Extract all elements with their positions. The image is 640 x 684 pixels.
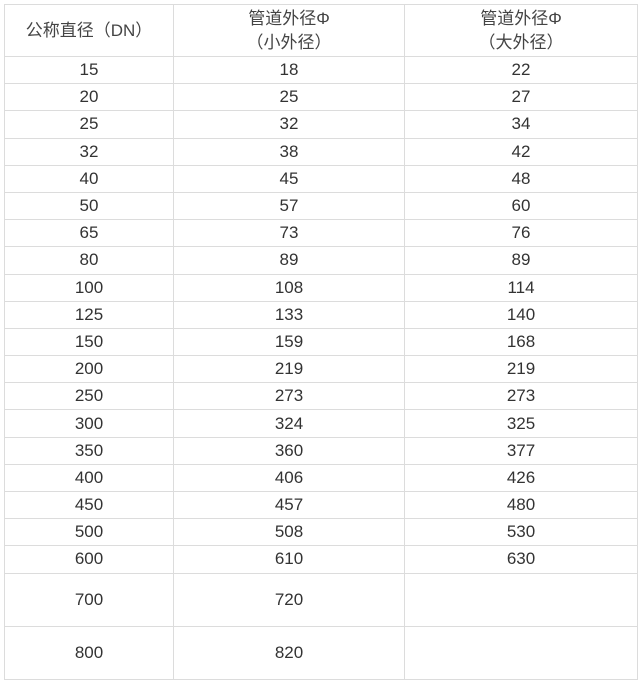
table-row: 25 32 34 <box>4 110 638 139</box>
table-row: 200 219 219 <box>4 355 638 384</box>
table-cell: 20 <box>4 83 174 112</box>
table-cell: 273 <box>173 382 405 411</box>
table-cell: 610 <box>173 545 405 574</box>
table-cell: 324 <box>173 409 405 438</box>
table-cell: 150 <box>4 327 174 357</box>
table-row: 15 18 22 <box>4 55 638 85</box>
table-row: 600 610 630 <box>4 545 638 574</box>
table-cell: 76 <box>404 219 638 248</box>
table-cell: 600 <box>4 545 174 574</box>
table-row: 32 38 42 <box>4 137 638 166</box>
table-row: 250 273 273 <box>4 382 638 411</box>
table-cell: 200 <box>4 355 174 384</box>
table-row: 450 457 480 <box>4 490 638 520</box>
table-cell: 50 <box>4 191 174 221</box>
table-cell: 27 <box>404 83 638 112</box>
table-cell: 32 <box>4 137 174 166</box>
table-cell: 32 <box>173 110 405 139</box>
header-line: 公称直径（DN） <box>25 20 153 40</box>
table-cell: 630 <box>404 545 638 574</box>
table-cell: 80 <box>4 246 174 275</box>
table-cell: 500 <box>4 518 174 547</box>
table-cell: 114 <box>404 273 638 302</box>
column-header: 公称直径（DN） <box>4 4 174 57</box>
table-cell: 65 <box>4 219 174 248</box>
table-cell: 100 <box>4 273 174 302</box>
table-cell: 219 <box>404 355 638 384</box>
table-cell: 60 <box>404 191 638 221</box>
table-row: 700 720 <box>4 572 638 627</box>
table-cell: 273 <box>404 382 638 411</box>
table-row: 500 508 530 <box>4 518 638 547</box>
table-row: 400 406 426 <box>4 463 638 493</box>
column-header: 管道外径Φ （大外径） <box>404 4 638 57</box>
table-cell: 108 <box>173 273 405 302</box>
table-cell: 40 <box>4 164 174 193</box>
table-cell: 250 <box>4 382 174 411</box>
table-cell: 400 <box>4 463 174 493</box>
column-header: 管道外径Φ （小外径） <box>173 4 405 57</box>
table-cell: 34 <box>404 110 638 139</box>
header-subline: （大外径） <box>478 32 564 52</box>
table-cell: 457 <box>173 490 405 520</box>
table-cell: 38 <box>173 137 405 166</box>
table-cell: 300 <box>4 409 174 438</box>
table-cell: 377 <box>404 436 638 465</box>
table-row: 80 89 89 <box>4 246 638 275</box>
header-line: 管道外径Φ <box>248 8 330 28</box>
table-cell: 720 <box>173 572 405 627</box>
table-cell: 25 <box>4 110 174 139</box>
table-row: 100 108 114 <box>4 273 638 302</box>
table-cell: 25 <box>173 83 405 112</box>
table-cell: 18 <box>173 55 405 85</box>
table-cell: 406 <box>173 463 405 493</box>
table-row: 150 159 168 <box>4 327 638 357</box>
table-cell: 42 <box>404 137 638 166</box>
header-line: 管道外径Φ <box>480 8 562 28</box>
table-cell: 168 <box>404 327 638 357</box>
pipe-diameter-table: 公称直径（DN） 管道外径Φ （小外径） 管道外径Φ （大外径） 15 18 22 20 25 2… <box>4 4 638 680</box>
table-cell: 140 <box>404 300 638 329</box>
table-cell: 325 <box>404 409 638 438</box>
table-cell: 219 <box>173 355 405 384</box>
header-row: 公称直径（DN） 管道外径Φ （小外径） 管道外径Φ （大外径） <box>4 4 638 57</box>
table-row: 125 133 140 <box>4 300 638 329</box>
table-cell: 508 <box>173 518 405 547</box>
table-cell: 89 <box>404 246 638 275</box>
table-cell: 820 <box>173 625 405 680</box>
table-cell: 57 <box>173 191 405 221</box>
table-cell: 45 <box>173 164 405 193</box>
table-row: 65 73 76 <box>4 219 638 248</box>
table-cell: 125 <box>4 300 174 329</box>
table-row: 350 360 377 <box>4 436 638 465</box>
table-cell: 159 <box>173 327 405 357</box>
table-cell: 350 <box>4 436 174 465</box>
table-row: 40 45 48 <box>4 164 638 193</box>
table-row: 300 324 325 <box>4 409 638 438</box>
table-cell: 450 <box>4 490 174 520</box>
table-cell: 530 <box>404 518 638 547</box>
table-cell: 73 <box>173 219 405 248</box>
table-row: 50 57 60 <box>4 191 638 221</box>
table-cell: 133 <box>173 300 405 329</box>
table-cell: 360 <box>173 436 405 465</box>
table-cell: 89 <box>173 246 405 275</box>
table-cell: 480 <box>404 490 638 520</box>
header-subline: （小外径） <box>246 32 332 52</box>
table-cell: 426 <box>404 463 638 493</box>
table-cell <box>404 625 638 680</box>
table-row: 800 820 <box>4 625 638 680</box>
table-cell: 700 <box>4 572 174 627</box>
table-row: 20 25 27 <box>4 83 638 112</box>
table-cell: 800 <box>4 625 174 680</box>
table-cell <box>404 572 638 627</box>
table-cell: 22 <box>404 55 638 85</box>
table-cell: 15 <box>4 55 174 85</box>
table-cell: 48 <box>404 164 638 193</box>
